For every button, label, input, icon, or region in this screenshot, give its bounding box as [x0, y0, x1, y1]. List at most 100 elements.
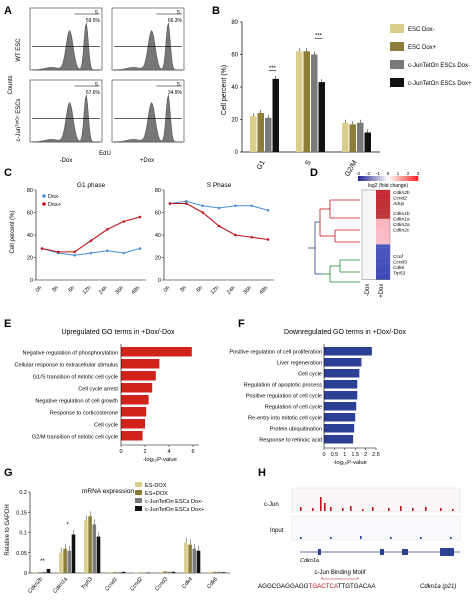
panel-label-g: G	[4, 467, 13, 479]
heatmap-cell	[362, 228, 376, 232]
heatmap-cell	[376, 228, 390, 232]
y-tick-label: 20	[155, 256, 161, 262]
series-line	[41, 216, 141, 253]
legend-gradient-cell	[386, 176, 389, 181]
chart-title: Downregulated GO terms in +Dox/-Dox	[284, 329, 406, 336]
data-point	[201, 211, 204, 214]
chip-peak	[320, 497, 322, 511]
bar	[121, 431, 143, 441]
legend-gradient-cell	[416, 176, 419, 181]
bar	[59, 552, 63, 573]
bar	[196, 550, 201, 573]
panel-label-f: F	[238, 318, 245, 330]
legend-gradient-cell	[376, 176, 379, 181]
legend-gradient-cell	[360, 176, 363, 181]
chip-seq-tracks: c-Jun Input Cdkn1a c-Jun Binding Motif AGGCG…	[258, 487, 461, 590]
input-peak	[300, 537, 302, 539]
panel-label-c: C	[4, 167, 12, 179]
legend-swatch	[390, 78, 404, 87]
chip-peak	[350, 506, 352, 511]
x-tick-label: Ccnd3	[154, 576, 169, 593]
column-label: +Dox	[379, 284, 385, 298]
legend-gradient-cell	[366, 176, 369, 181]
heatmap-cell	[376, 231, 390, 235]
category-label: Positive regulation of cell proliferatio…	[229, 350, 322, 356]
legend-gradient-cell	[384, 176, 387, 181]
heatmap-cell	[376, 225, 390, 229]
chip-peak	[412, 508, 414, 511]
y-axis-label: Cell percent (%)	[221, 65, 228, 115]
legend-label: c-JunTetOn ESCs Dox+	[145, 507, 204, 513]
panel-label-b: B	[212, 5, 220, 17]
bar	[209, 571, 213, 573]
bar	[324, 369, 360, 378]
legend-label: ES-DOX	[145, 483, 167, 489]
legend-label: Dox-	[48, 194, 60, 200]
heatmap-cell	[376, 263, 390, 267]
chip-peak	[400, 506, 402, 511]
chip-peak	[312, 508, 314, 511]
bar	[357, 122, 364, 152]
y-tick-label: 0	[30, 278, 33, 284]
category-label: Cell cycle arrest	[78, 386, 118, 392]
heatmap-cell	[362, 193, 376, 197]
bar	[171, 571, 176, 573]
legend-swatch	[390, 42, 404, 51]
bar	[84, 520, 88, 573]
y-tick-label: 0.05	[16, 551, 27, 557]
legend-gradient-cell	[406, 176, 409, 181]
sequence-suffix: TTGTGACAA	[338, 583, 377, 590]
chip-peak	[425, 507, 427, 511]
gate-label: S	[95, 82, 99, 88]
y-tick-label: 80	[231, 20, 238, 26]
legend-marker	[42, 194, 46, 198]
edu-label: EdU	[99, 151, 111, 157]
y-tick-label: 40	[231, 85, 238, 91]
category-label: Regulation of cell cycle	[265, 405, 322, 411]
x-tick-label: S	[304, 159, 313, 167]
bar	[34, 572, 38, 573]
data-point	[89, 239, 93, 242]
legend-tick: 2	[407, 171, 410, 176]
legend-gradient-cell	[400, 176, 403, 181]
heatmap-cell	[362, 199, 376, 203]
x-tick-label: 36h	[242, 285, 253, 296]
category-label: Protein ubiquitination	[270, 427, 322, 433]
heatmap-cell	[362, 209, 376, 213]
heatmap-cell	[376, 244, 390, 248]
data-point	[122, 251, 125, 255]
x-tick-label: 1	[343, 452, 346, 458]
x-tick-label: Cdkn2b	[27, 576, 44, 594]
bar	[303, 51, 310, 152]
heatmap: -3 -2 -1 0 1 2 3 log2 (fold change)Cdkn2bCcnd2A…	[308, 171, 420, 298]
data-point	[250, 235, 253, 239]
chip-peak	[440, 508, 442, 511]
heatmap-cell	[362, 257, 376, 261]
bar	[250, 116, 257, 152]
heatmap-cell	[362, 206, 376, 210]
bar	[63, 548, 67, 573]
legend-swatch	[390, 60, 404, 69]
heatmap-cell	[376, 276, 390, 280]
data-point	[40, 247, 44, 250]
heatmap-cell	[376, 234, 390, 239]
col-label-plus-dox: +Dox	[140, 158, 154, 164]
data-point	[234, 233, 237, 237]
category-label: Negative regulation of phosphorylation	[23, 350, 118, 356]
legend-tick: 0	[387, 171, 390, 176]
chip-peak	[324, 503, 326, 511]
percent-label: 34.9%	[168, 90, 183, 96]
x-tick-label: 24h	[98, 285, 109, 296]
y-tick-label: 0.15	[16, 510, 27, 516]
bar	[221, 572, 226, 573]
bar	[42, 571, 47, 573]
panel-label-d: D	[310, 167, 318, 179]
legend-label: log2 (fold change)	[368, 183, 408, 189]
x-tick-label: Cdk6	[206, 576, 219, 590]
legend-gradient-cell	[392, 176, 395, 181]
category-label: Positive regulation of cell cycle	[246, 394, 322, 400]
bar	[121, 407, 147, 417]
gene-label: Cdk6	[393, 265, 405, 271]
legend-gradient-cell	[372, 176, 375, 181]
